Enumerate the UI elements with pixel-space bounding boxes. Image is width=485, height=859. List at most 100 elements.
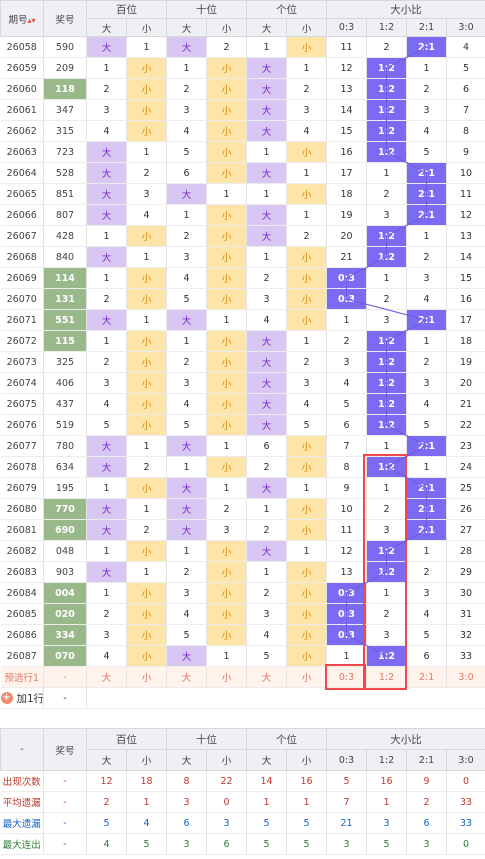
miss-cell: 4	[326, 372, 367, 394]
table-row: 26062 315 4 小 4 小大 4 15 1:2 4 8	[0, 120, 485, 142]
miss-cell: 5	[246, 645, 287, 667]
stats-value: 4	[126, 812, 167, 834]
predict-cell[interactable]: 1:2	[366, 666, 407, 688]
hit-cell: 小	[206, 204, 247, 226]
miss-cell: 2	[86, 351, 127, 373]
miss-cell: 15	[446, 267, 485, 289]
hit-cell: 小	[206, 561, 247, 583]
miss-cell: 12	[326, 540, 367, 562]
miss-cell: 1	[166, 540, 207, 562]
predict-cell[interactable]: 2:1	[406, 666, 447, 688]
hit-cell: 小	[206, 120, 247, 142]
ratio-hit-cell: 1:2	[366, 372, 407, 394]
miss-cell: 4	[446, 36, 485, 58]
hit-cell: 小	[286, 603, 327, 625]
prize-cell: 903	[43, 561, 87, 583]
hit-cell: 大	[166, 477, 207, 499]
miss-cell: 14	[326, 99, 367, 121]
stats-value: 8	[166, 770, 207, 792]
add-row: + 加1行 -	[0, 687, 485, 709]
hit-cell: 大	[246, 99, 287, 121]
miss-cell: 6	[166, 162, 207, 184]
hit-cell: 小	[206, 624, 247, 646]
predict-cell[interactable]: 小	[206, 666, 247, 688]
table-row: 26082 048 1 小 1 小大 1 12 1:2 1 28	[0, 540, 485, 562]
predict-cell[interactable]: 大	[246, 666, 287, 688]
miss-cell: 1	[246, 246, 287, 268]
stats-value: 3	[206, 812, 247, 834]
stats-prize-header: 奖号	[43, 728, 87, 771]
miss-cell: 7	[326, 435, 367, 457]
stats-value: 1	[366, 791, 407, 813]
issue-cell: 26066	[0, 204, 44, 226]
issue-cell: 26063	[0, 141, 44, 163]
predict-cell[interactable]: 0:3	[326, 666, 367, 688]
ratio-hit-cell: 0:3	[326, 582, 367, 604]
hit-cell: 小	[126, 582, 167, 604]
prize-cell: 528	[43, 162, 87, 184]
miss-cell: 1	[406, 57, 447, 79]
miss-cell: 13	[446, 225, 485, 247]
ratio-hit-cell: 1:2	[366, 330, 407, 352]
miss-cell: 2	[406, 246, 447, 268]
stats-table: - 奖号 百位 十位 个位 大小比 大 小 大 小 大 小 0:3 1:2 2:…	[0, 728, 485, 855]
hit-cell: 大	[86, 162, 127, 184]
table-row: 26083 903 大 1 2 小 1 小 13 1:2 2 29	[0, 561, 485, 583]
sub-header: 大	[86, 18, 127, 37]
predict-cell[interactable]: 小	[126, 666, 167, 688]
prize-cell: 634	[43, 456, 87, 478]
miss-cell: 3	[246, 603, 287, 625]
miss-cell: 6	[406, 645, 447, 667]
stats-value: 0	[446, 833, 485, 855]
table-row: 26072 115 1 小 1 小大 1 2 1:2 1 18	[0, 330, 485, 352]
issue-cell: 26080	[0, 498, 44, 520]
miss-cell: 1	[86, 582, 127, 604]
miss-cell: 6	[446, 78, 485, 100]
table-row: 26061 347 3 小 3 小大 3 14 1:2 3 7	[0, 99, 485, 121]
miss-cell: 1	[86, 225, 127, 247]
stats-value: 3	[166, 791, 207, 813]
issue-cell: 26074	[0, 372, 44, 394]
miss-cell: 5	[166, 624, 207, 646]
miss-cell: 1	[246, 561, 287, 583]
miss-cell: 1	[206, 309, 247, 331]
miss-cell: 2	[366, 183, 407, 205]
hit-cell: 大	[86, 519, 127, 541]
miss-cell: 5	[86, 414, 127, 436]
predict-row[interactable]: 预选行1 - 大 小 大 小 大 小 0:3 1:2 2:1 3:0	[0, 666, 485, 688]
miss-cell: 26	[446, 498, 485, 520]
issue-cell: 26065	[0, 183, 44, 205]
miss-cell: 4	[166, 267, 207, 289]
issue-cell: 26077	[0, 435, 44, 457]
miss-cell: 8	[326, 456, 367, 478]
stats-row: 出现次数 -12 18 8 22 14 16 5 16 9 0	[0, 770, 485, 792]
predict-cell[interactable]: 大	[166, 666, 207, 688]
hit-cell: 小	[286, 435, 327, 457]
hit-cell: 小	[206, 288, 247, 310]
miss-cell: 2	[286, 78, 327, 100]
predict-cell[interactable]: 大	[86, 666, 127, 688]
predict-cell[interactable]: 小	[286, 666, 327, 688]
stats-label: 出现次数	[0, 770, 44, 792]
hit-cell: 大	[246, 477, 287, 499]
add-row-button[interactable]: + 加1行	[0, 691, 43, 706]
miss-cell: 5	[446, 57, 485, 79]
hit-cell: 小	[286, 288, 327, 310]
miss-cell: 1	[126, 561, 167, 583]
stats-value: 2	[406, 791, 447, 813]
predict-cell[interactable]: 3:0	[446, 666, 485, 688]
issue-header[interactable]: 期号▴▾	[0, 0, 44, 37]
sort-icon[interactable]: ▴▾	[27, 15, 36, 25]
stats-value: 1	[126, 791, 167, 813]
add-row-blank	[86, 687, 485, 709]
plus-icon: +	[0, 692, 13, 704]
miss-cell: 1	[206, 435, 247, 457]
hit-cell: 小	[206, 393, 247, 415]
miss-cell: 4	[166, 120, 207, 142]
prize-cell: 807	[43, 204, 87, 226]
miss-cell: 3	[286, 372, 327, 394]
stats-value: 5	[326, 770, 367, 792]
miss-cell: 19	[326, 204, 367, 226]
hit-cell: 小	[126, 288, 167, 310]
miss-cell: 22	[446, 414, 485, 436]
